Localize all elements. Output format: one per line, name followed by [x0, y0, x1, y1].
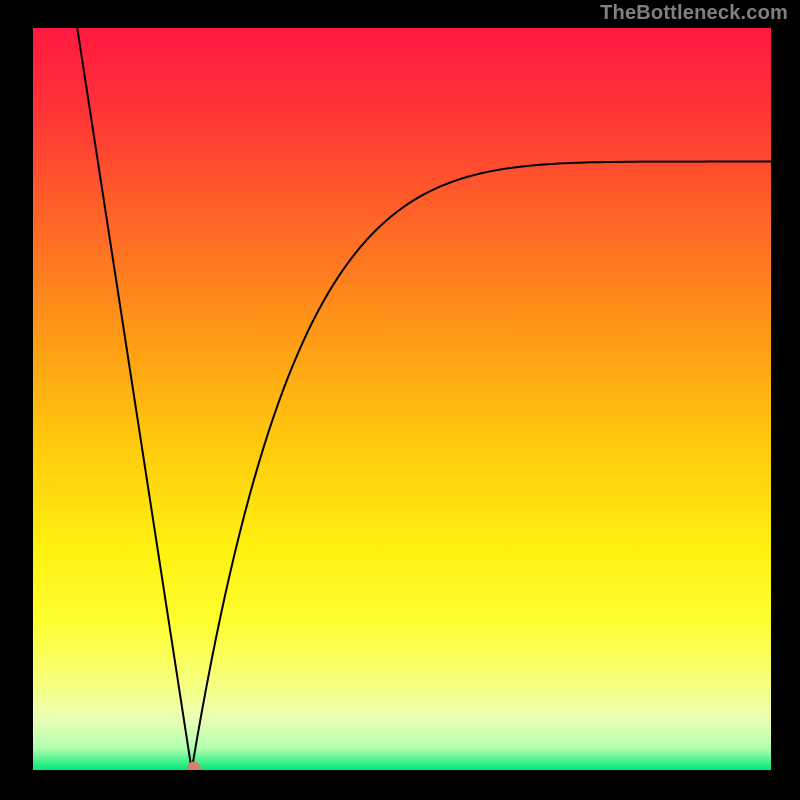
- chart-container: TheBottleneck.com: [0, 0, 800, 800]
- plot-area: [33, 28, 771, 770]
- watermark-text: TheBottleneck.com: [600, 2, 788, 25]
- gradient-background: [33, 28, 771, 770]
- chart-svg: [33, 28, 771, 770]
